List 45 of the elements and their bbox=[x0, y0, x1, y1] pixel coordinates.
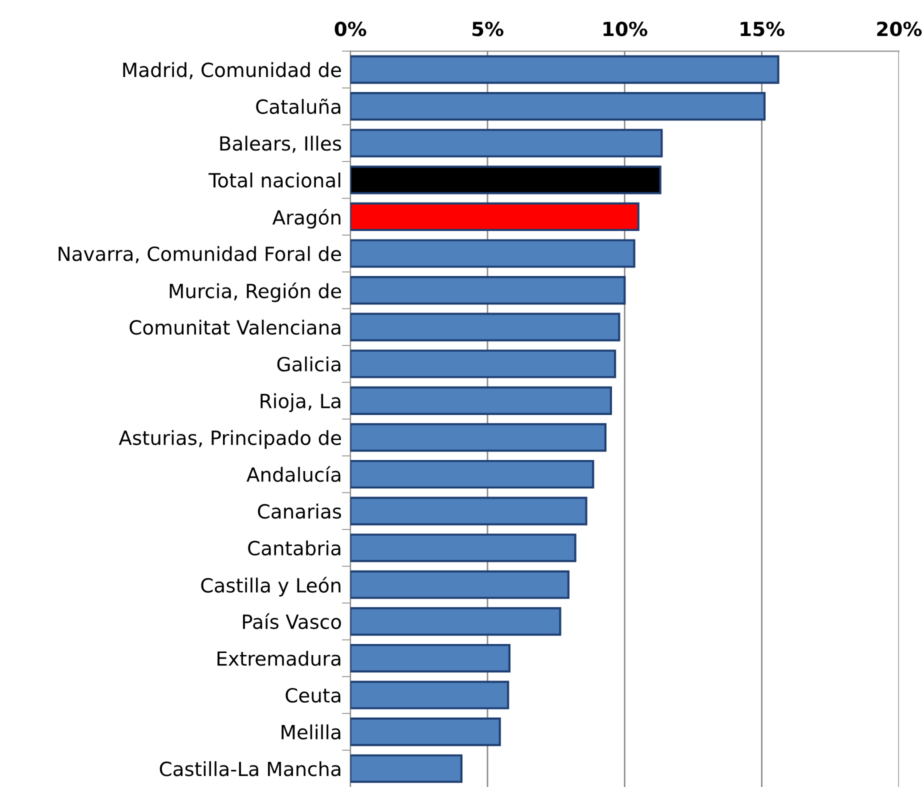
bar bbox=[350, 128, 663, 158]
bar bbox=[350, 239, 636, 268]
bar bbox=[350, 460, 594, 489]
y-tick-label: Galicia bbox=[277, 356, 340, 372]
bar bbox=[350, 350, 616, 378]
bar bbox=[350, 754, 462, 783]
y-tick-label: Comunitat Valenciana bbox=[130, 320, 340, 335]
y-tick-label: Murcia, Región de bbox=[170, 282, 341, 302]
bar bbox=[350, 718, 501, 746]
y-tick-label: Castilla-La Mancha bbox=[160, 761, 340, 776]
bar bbox=[350, 312, 620, 342]
x-tick-label: 15% bbox=[740, 22, 784, 36]
y-tick-label: Balears, Illes bbox=[220, 136, 342, 153]
y-tick-label: Castilla y León bbox=[201, 576, 340, 596]
bar bbox=[350, 276, 626, 305]
bar bbox=[350, 423, 606, 452]
y-tick-label: Canarias bbox=[258, 504, 342, 519]
y-tick-label: Rioja, La bbox=[260, 393, 340, 412]
bar bbox=[350, 644, 510, 673]
y-tick-label: Madrid, Comunidad de bbox=[123, 62, 341, 80]
bar bbox=[350, 386, 612, 415]
y-tick-label: Andalucía bbox=[246, 466, 340, 482]
y-tick-label: Melilla bbox=[282, 724, 340, 740]
x-tick-label: 5% bbox=[472, 22, 504, 36]
x-tick-label: 0% bbox=[334, 22, 366, 36]
y-tick-label: Total nacional bbox=[208, 172, 340, 188]
x-tick-label: 20% bbox=[877, 22, 922, 36]
x-tick-label: 10% bbox=[604, 22, 648, 36]
y-tick-label: Cantabria bbox=[248, 540, 340, 556]
bar bbox=[350, 534, 576, 562]
y-tick-label: Extremadura bbox=[218, 650, 340, 666]
bar bbox=[350, 607, 562, 636]
bar bbox=[350, 680, 510, 710]
bar bbox=[350, 570, 570, 599]
bar bbox=[350, 166, 662, 194]
y-tick-label: Asturias, Principado de bbox=[118, 430, 341, 449]
bar bbox=[350, 92, 766, 121]
bar bbox=[350, 202, 640, 232]
y-tick-label: País Vasco bbox=[243, 613, 341, 630]
y-tick-label: Cataluña bbox=[256, 98, 340, 114]
bar bbox=[350, 496, 588, 526]
y-tick-label: Aragón bbox=[272, 208, 340, 229]
bar bbox=[350, 55, 780, 84]
y-tick-label: Navarra, Comunidad Foral de bbox=[58, 246, 341, 264]
y-tick-label: Ceuta bbox=[286, 688, 340, 703]
